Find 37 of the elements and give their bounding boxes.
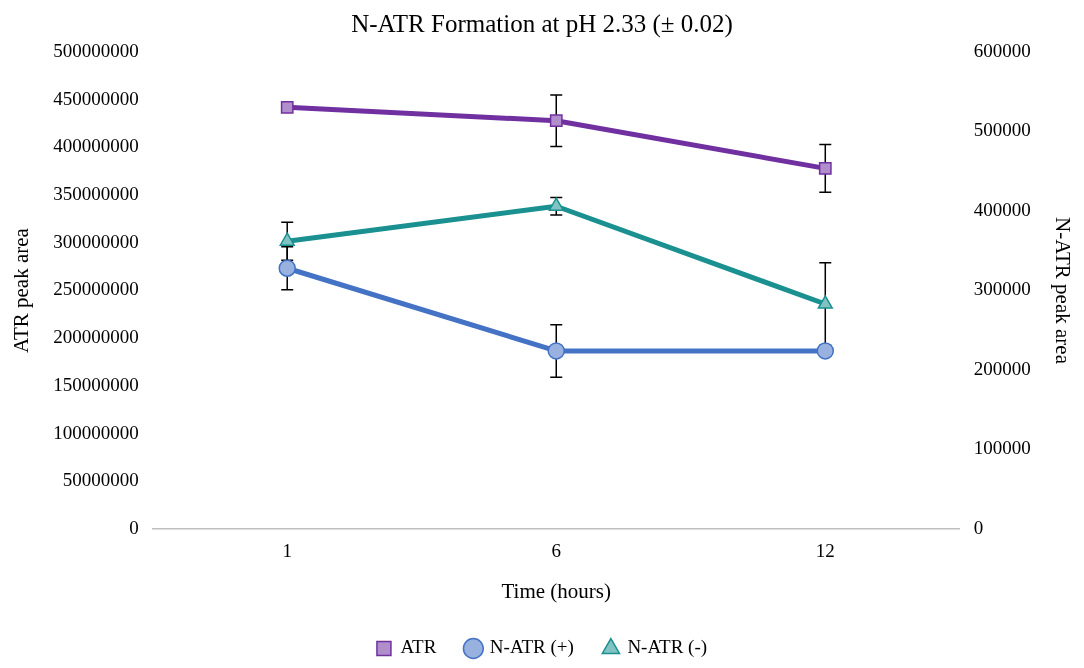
y-tick-label: 400000000 bbox=[53, 135, 139, 157]
legend-label: N-ATR (+) bbox=[489, 636, 574, 659]
x-tick-label: 6 bbox=[551, 540, 561, 562]
y-tick-label: 0 bbox=[129, 516, 139, 538]
legend-label: N-ATR (-) bbox=[627, 636, 708, 659]
legend-label: ATR bbox=[400, 636, 437, 658]
point bbox=[280, 100, 294, 114]
y-tick-label: 50000000 bbox=[62, 469, 139, 491]
point bbox=[817, 295, 833, 309]
y-tick-label: 500000000 bbox=[53, 39, 139, 61]
x-tick-label: 1 bbox=[282, 540, 292, 562]
chart-title: N-ATR Formation at pH 2.33 (± 0.02) bbox=[351, 9, 733, 38]
y2-tick-label: 200000 bbox=[973, 357, 1031, 379]
x-axis-title: Time (hours) bbox=[501, 578, 611, 603]
y-tick-label: 450000000 bbox=[53, 87, 139, 109]
point bbox=[279, 232, 295, 246]
y2-tick-label: 500000 bbox=[973, 119, 1031, 141]
y-tick-label: 100000000 bbox=[53, 421, 139, 443]
y2-tick-label: 300000 bbox=[973, 278, 1031, 300]
y2-axis-title: N-ATR peak area bbox=[1050, 217, 1075, 365]
y-tick-label: 350000000 bbox=[53, 183, 139, 205]
point bbox=[816, 342, 835, 360]
y2-tick-label: 400000 bbox=[973, 198, 1031, 220]
point bbox=[549, 114, 563, 128]
point bbox=[548, 197, 564, 211]
x-tick-label: 12 bbox=[815, 540, 835, 562]
y2-tick-label: 0 bbox=[973, 516, 984, 538]
y-tick-label: 300000000 bbox=[53, 230, 139, 252]
y2-tick-label: 600000 bbox=[973, 39, 1031, 61]
y-axis-title: ATR peak area bbox=[9, 227, 34, 353]
y-tick-label: 250000000 bbox=[53, 278, 139, 300]
y2-tick-label: 100000 bbox=[973, 437, 1031, 459]
y-tick-label: 150000000 bbox=[53, 373, 139, 395]
point bbox=[278, 259, 296, 277]
point bbox=[818, 161, 832, 175]
point bbox=[547, 342, 565, 360]
y-tick-label: 200000000 bbox=[53, 326, 139, 348]
